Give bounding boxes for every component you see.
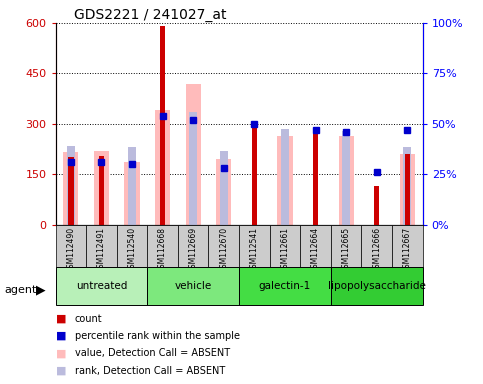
Text: GSM112669: GSM112669	[189, 227, 198, 273]
Bar	[56, 225, 86, 267]
Bar	[400, 154, 415, 225]
Bar	[147, 225, 178, 267]
Bar	[117, 225, 147, 267]
Text: GDS2221 / 241027_at: GDS2221 / 241027_at	[74, 8, 227, 22]
Bar	[147, 267, 239, 305]
Bar	[185, 84, 201, 225]
Bar	[99, 156, 104, 225]
Bar	[392, 225, 423, 267]
Bar	[342, 131, 350, 225]
Bar	[405, 154, 410, 225]
Bar	[67, 146, 75, 225]
Bar	[313, 132, 318, 225]
Text: agent: agent	[5, 285, 37, 295]
Bar	[331, 267, 423, 305]
Bar	[277, 136, 293, 225]
Text: GSM112667: GSM112667	[403, 227, 412, 273]
Text: rank, Detection Call = ABSENT: rank, Detection Call = ABSENT	[75, 366, 225, 376]
Bar	[361, 225, 392, 267]
Text: ■: ■	[56, 348, 66, 358]
Text: GSM112668: GSM112668	[158, 227, 167, 273]
Bar	[281, 129, 289, 225]
Text: GSM112666: GSM112666	[372, 227, 381, 273]
Text: GSM112664: GSM112664	[311, 227, 320, 273]
Bar	[68, 157, 73, 225]
Text: untreated: untreated	[76, 281, 127, 291]
Text: GSM112490: GSM112490	[66, 227, 75, 273]
Bar	[239, 225, 270, 267]
Bar	[189, 112, 197, 225]
Text: percentile rank within the sample: percentile rank within the sample	[75, 331, 240, 341]
Bar	[209, 225, 239, 267]
Bar	[252, 126, 257, 225]
Text: GSM112491: GSM112491	[97, 227, 106, 273]
Bar	[94, 151, 109, 225]
Bar	[128, 147, 136, 225]
Text: ■: ■	[56, 314, 66, 324]
Bar	[270, 225, 300, 267]
Text: GSM112670: GSM112670	[219, 227, 228, 273]
Bar	[374, 186, 380, 225]
Text: galectin-1: galectin-1	[259, 281, 311, 291]
Text: ■: ■	[56, 331, 66, 341]
Bar	[300, 225, 331, 267]
Text: value, Detection Call = ABSENT: value, Detection Call = ABSENT	[75, 348, 230, 358]
Bar	[331, 225, 361, 267]
Text: GSM112541: GSM112541	[250, 227, 259, 273]
Bar	[239, 267, 331, 305]
Text: ■: ■	[56, 366, 66, 376]
Text: lipopolysaccharide: lipopolysaccharide	[328, 281, 426, 291]
Bar	[160, 26, 165, 225]
Bar	[178, 225, 209, 267]
Bar	[125, 162, 140, 225]
Bar	[56, 267, 147, 305]
Text: vehicle: vehicle	[174, 281, 212, 291]
Bar	[403, 147, 411, 225]
Text: GSM112540: GSM112540	[128, 227, 137, 273]
Text: ▶: ▶	[36, 283, 46, 296]
Bar	[220, 151, 227, 225]
Bar	[216, 159, 231, 225]
Text: count: count	[75, 314, 102, 324]
Text: GSM112665: GSM112665	[341, 227, 351, 273]
Bar	[155, 111, 170, 225]
Bar	[86, 225, 117, 267]
Bar	[63, 152, 78, 225]
Bar	[339, 136, 354, 225]
Text: GSM112661: GSM112661	[281, 227, 289, 273]
